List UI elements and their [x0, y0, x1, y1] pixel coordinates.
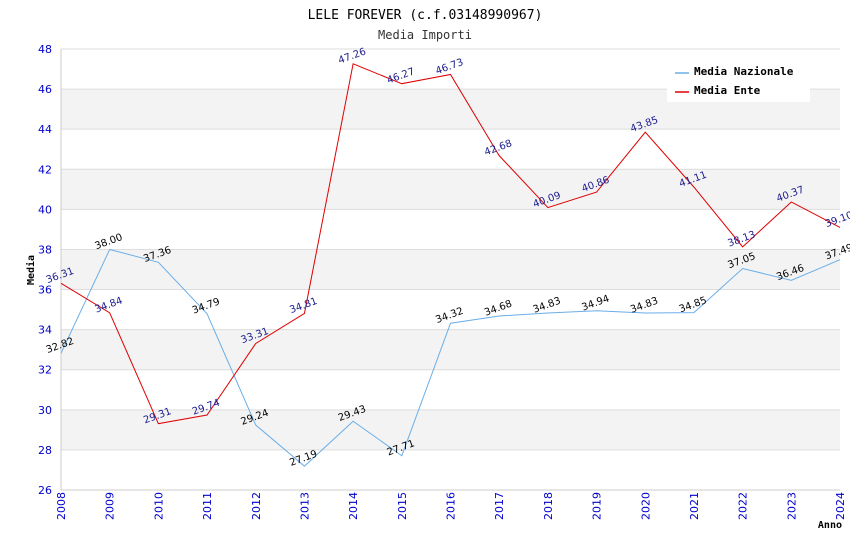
grid-band: [61, 369, 840, 410]
grid-band: [61, 169, 840, 210]
x-tick-label: 2020: [639, 492, 652, 520]
y-tick-label: 30: [38, 404, 52, 417]
x-tick-label: 2012: [250, 492, 263, 520]
series-line-ente: [60, 63, 841, 425]
y-tick-label: 28: [38, 444, 52, 457]
x-tick-label: 2019: [591, 492, 604, 520]
series-lines: [60, 63, 841, 467]
x-tick-label: 2013: [298, 492, 311, 520]
grid-band: [61, 209, 840, 250]
x-tick-label: 2011: [201, 492, 214, 520]
y-tick-label: 44: [38, 123, 52, 136]
y-axis-label: Media: [25, 255, 37, 285]
y-tick-label: 38: [38, 243, 52, 256]
chart-subtitle: Media Importi: [378, 28, 472, 42]
grid-band: [61, 249, 840, 290]
grid-bands: [61, 49, 840, 490]
y-tick-label: 26: [38, 484, 52, 497]
y-tick-label: 46: [38, 83, 52, 96]
y-tick-labels: 26 28 30 32 34 36 38 40 42 44 46 48: [38, 43, 52, 497]
legend-label-nazionale: Media Nazionale: [694, 65, 794, 78]
x-tick-label: 2024: [834, 492, 847, 520]
legend-label-ente: Media Ente: [694, 84, 761, 97]
y-tick-label: 32: [38, 364, 52, 377]
x-tick-label: 2015: [396, 492, 409, 520]
x-tick-label: 2016: [445, 492, 458, 520]
x-tick-label: 2014: [347, 492, 360, 520]
series-line-nazionale: [60, 248, 841, 467]
y-tick-label: 42: [38, 163, 52, 176]
x-tick-label: 2021: [688, 492, 701, 520]
grid-band: [61, 409, 840, 450]
grid-band: [61, 329, 840, 370]
grid-band: [61, 129, 840, 170]
y-tick-label: 34: [38, 324, 52, 337]
y-tick-label: 40: [38, 203, 52, 216]
legend-box: [667, 58, 810, 102]
x-tick-label: 2008: [55, 492, 68, 520]
x-tick-label: 2009: [104, 492, 117, 520]
y-tick-label: 48: [38, 43, 52, 56]
chart-title: LELE FOREVER (c.f.03148990967): [308, 8, 543, 23]
x-tick-labels: 2008 2009 2010 2011 2012 2013 2014 2015 2016 2017…: [55, 492, 847, 520]
legend: Media Nazionale Media Ente: [667, 58, 810, 102]
x-tick-label: 2023: [785, 492, 798, 520]
x-tick-label: 2017: [493, 492, 506, 520]
x-tick-label: 2010: [152, 492, 165, 520]
grid-band: [61, 449, 840, 490]
x-tick-label: 2018: [542, 492, 555, 520]
x-axis-label: Anno: [818, 520, 842, 531]
y-tick-label: 36: [38, 284, 52, 297]
x-tick-label: 2022: [737, 492, 750, 520]
